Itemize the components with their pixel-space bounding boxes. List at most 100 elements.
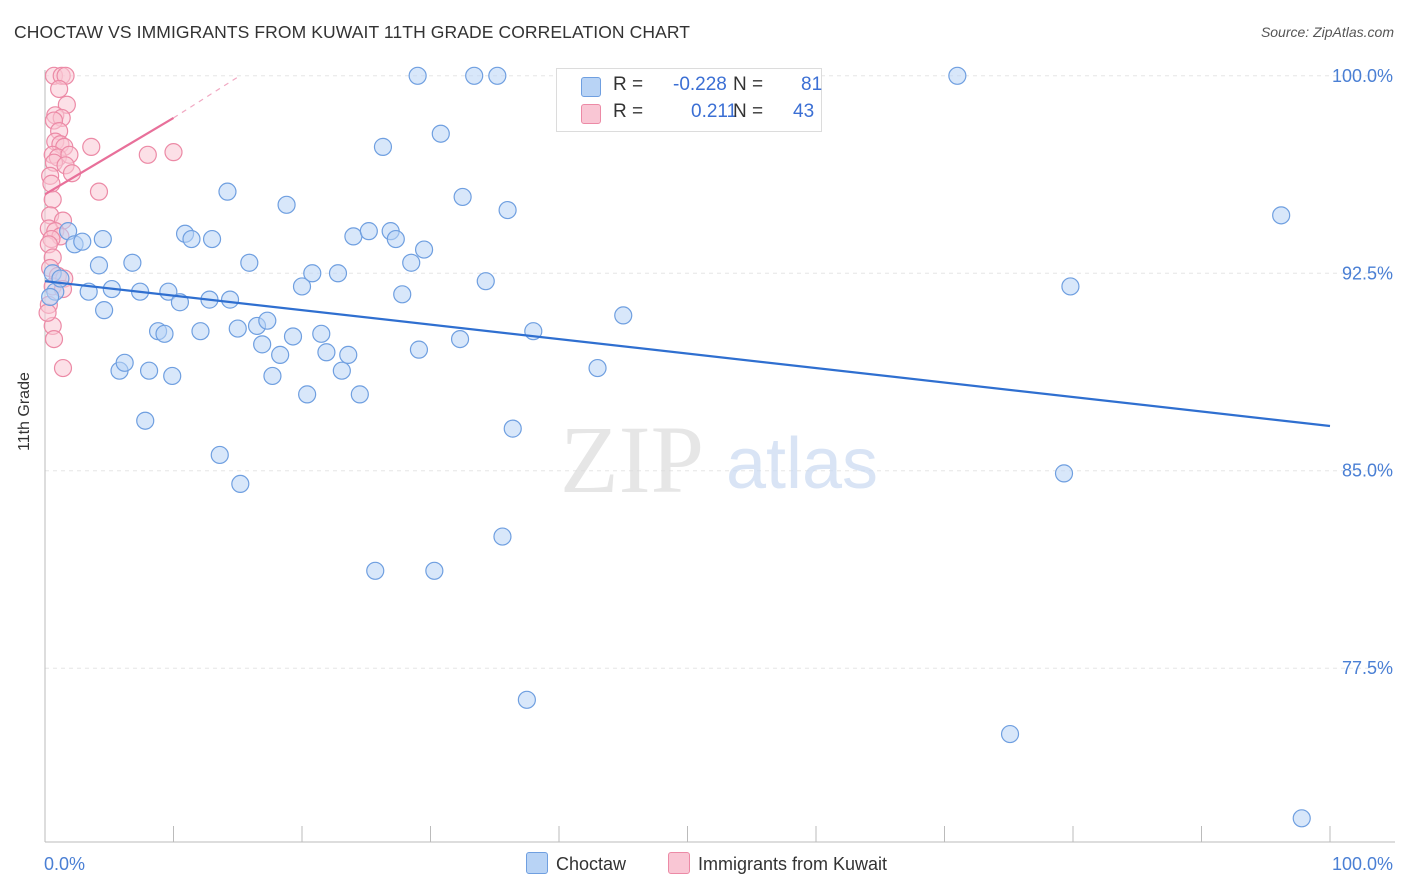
- choctaw-point: [1054, 464, 1074, 483]
- choctaw-point: [89, 256, 109, 275]
- source-attribution: Source: ZipAtlas.com: [1260, 24, 1394, 40]
- kuwait-point: [44, 329, 64, 349]
- kuwait-point: [53, 358, 73, 378]
- choctaw-point: [465, 66, 484, 85]
- gridlines: [45, 75, 1390, 669]
- choctaw-point: [271, 345, 290, 364]
- tick-labels: 77.5% 85.0% 92.5% 100.0% 0.0% 100.0%: [44, 66, 1393, 874]
- choctaw-point: [350, 385, 369, 404]
- axes: [44, 70, 1395, 843]
- kuwait-point: [164, 143, 183, 162]
- choctaw-point: [344, 227, 363, 246]
- choctaw-point: [93, 229, 112, 249]
- legend-n-label: N =: [733, 74, 764, 95]
- x-tick-label-end: 100.0%: [1332, 854, 1393, 874]
- choctaw-point: [1061, 277, 1080, 296]
- correlation-legend: R = -0.228 N = 81 R = 0.211 N = 43: [556, 68, 822, 132]
- choctaw-point: [258, 311, 277, 330]
- choctaw-point: [450, 329, 470, 349]
- legend-r-value-choctaw: -0.228: [673, 74, 727, 95]
- y-tick-label: 85.0%: [1342, 461, 1393, 481]
- kuwait-point: [50, 79, 69, 99]
- choctaw-point: [123, 253, 142, 272]
- choctaw-point: [182, 229, 201, 249]
- choctaw-point: [425, 561, 444, 580]
- choctaw-point: [476, 272, 495, 291]
- choctaw-point: [431, 124, 450, 143]
- choctaw-point: [41, 287, 60, 307]
- choctaw-point: [283, 327, 303, 346]
- choctaw-point: [1272, 206, 1291, 225]
- choctaw-point: [277, 195, 296, 214]
- choctaw-point: [312, 324, 331, 343]
- chart-title: CHOCTAW VS IMMIGRANTS FROM KUWAIT 11TH G…: [14, 22, 691, 42]
- choctaw-point: [136, 411, 155, 430]
- choctaw-point: [298, 385, 317, 404]
- choctaw-point: [386, 229, 405, 249]
- choctaw-point: [498, 200, 517, 220]
- kuwait-legend-label: Immigrants from Kuwait: [698, 854, 888, 874]
- choctaw-point: [163, 366, 182, 386]
- choctaw-point: [240, 253, 259, 272]
- choctaw-point: [139, 361, 159, 380]
- choctaw-point: [488, 66, 507, 85]
- legend-r-value-kuwait: 0.211: [691, 101, 738, 122]
- legend-r-label: R =: [613, 74, 644, 95]
- choctaw-point: [393, 285, 412, 304]
- legend-n-label: N =: [733, 101, 764, 122]
- choctaw-point: [453, 187, 472, 207]
- choctaw-point: [1000, 724, 1020, 744]
- choctaw-point: [202, 229, 222, 249]
- choctaw-point: [366, 561, 385, 580]
- trend-lines: [44, 76, 1331, 428]
- choctaw-point: [414, 240, 434, 259]
- choctaw-point: [373, 137, 393, 156]
- choctaw-point: [402, 253, 421, 272]
- x-tick-label-start: 0.0%: [44, 854, 85, 874]
- choctaw-point: [210, 445, 229, 465]
- choctaw-point: [303, 264, 322, 283]
- choctaw-point: [1292, 809, 1311, 828]
- y-tick-label: 77.5%: [1342, 658, 1393, 678]
- choctaw-point: [517, 690, 536, 709]
- choctaw-point: [588, 358, 607, 378]
- choctaw-point: [115, 353, 134, 372]
- kuwait-trend-line: [44, 116, 175, 196]
- kuwait-point: [38, 303, 57, 322]
- choctaw-point: [95, 301, 114, 320]
- choctaw-point: [332, 361, 351, 380]
- legend-n-value-choctaw: 81: [801, 74, 823, 95]
- choctaw-legend-swatch: [526, 852, 548, 874]
- choctaw-point: [614, 306, 633, 325]
- choctaw-point: [493, 527, 512, 546]
- choctaw-point: [503, 419, 522, 438]
- kuwait-swatch: [581, 104, 601, 124]
- choctaw-point: [191, 322, 210, 341]
- choctaw-point: [231, 474, 250, 494]
- choctaw-legend-label: Choctaw: [556, 854, 627, 874]
- kuwait-point: [89, 182, 109, 201]
- choctaw-point: [339, 345, 358, 364]
- choctaw-point: [317, 343, 336, 362]
- choctaw-point: [220, 290, 240, 309]
- choctaw-point: [292, 277, 312, 296]
- choctaw-point: [328, 264, 348, 283]
- watermark-atlas: atlas: [726, 424, 878, 504]
- legend-n-value-kuwait: 43: [793, 101, 815, 122]
- bottom-legend-choctaw: Choctaw: [526, 852, 626, 875]
- choctaw-point: [228, 319, 247, 338]
- kuwait-legend-swatch: [668, 852, 690, 874]
- kuwait-point: [138, 145, 157, 164]
- kuwait-point: [82, 137, 101, 156]
- legend-r-label: R =: [613, 101, 644, 122]
- choctaw-point: [155, 324, 174, 343]
- kuwait-trend-extension: [173, 76, 239, 119]
- y-tick-label: 92.5%: [1342, 263, 1393, 283]
- choctaw-point: [253, 335, 272, 354]
- y-tick-label: 100.0%: [1332, 66, 1393, 86]
- choctaw-point: [359, 222, 378, 241]
- choctaw-point: [218, 182, 237, 201]
- choctaw-point: [263, 366, 282, 386]
- choctaw-trend-line: [44, 280, 1331, 428]
